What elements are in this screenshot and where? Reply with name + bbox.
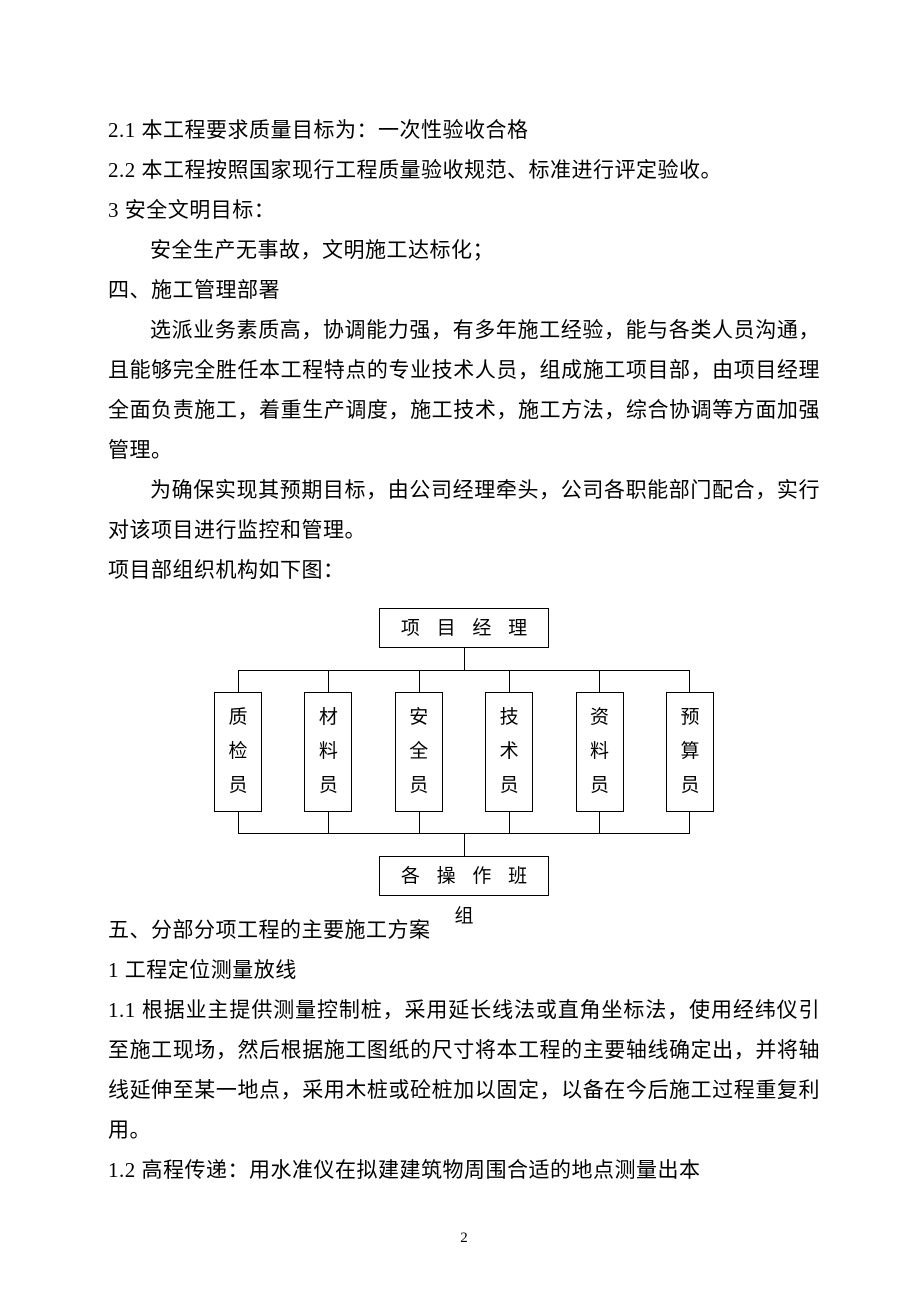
org-node-mid: 质 检 员	[214, 692, 262, 812]
para-1-1: 1.1 根据业主提供测量控制桩，采用延长线法或直角坐标法，使用经纬仪引至施工现场…	[108, 990, 820, 1150]
org-connector-h-bottom	[238, 833, 690, 834]
org-connector-rise	[689, 812, 690, 834]
org-connector-h-top	[238, 670, 690, 671]
org-connector-drop	[238, 670, 239, 692]
para-orgchart-intro: 项目部组织机构如下图：	[108, 550, 820, 590]
org-connector-rise	[328, 812, 329, 834]
org-node-mid: 安 全 员	[395, 692, 443, 812]
org-connector-rise	[509, 812, 510, 834]
org-connector-row-top	[214, 670, 714, 692]
org-connector-rise	[599, 812, 600, 834]
para-2-1: 2.1 本工程要求质量目标为：一次性验收合格	[108, 110, 820, 150]
para-1-2: 1.2 高程传递：用水准仪在拟建建筑物周围合适的地点测量出本	[108, 1150, 820, 1190]
org-node-char: 员	[500, 769, 519, 803]
org-node-bottom: 各 操 作 班 组	[379, 856, 549, 896]
org-chart: 项 目 经 理 质 检 员 材 料 员 安 全	[214, 608, 714, 896]
org-connector-drop	[328, 670, 329, 692]
org-node-char: 预	[680, 701, 699, 735]
org-connector-drop	[509, 670, 510, 692]
org-node-char: 员	[680, 769, 699, 803]
org-connector-rise	[238, 812, 239, 834]
org-node-char: 资	[590, 701, 609, 735]
org-node-char: 算	[680, 735, 699, 769]
para-2-2: 2.2 本工程按照国家现行工程质量验收规范、标准进行评定验收。	[108, 150, 820, 190]
org-node-char: 员	[409, 769, 428, 803]
org-node-top: 项 目 经 理	[379, 608, 549, 648]
para-deploy-2: 为确保实现其预期目标，由公司经理牵头，公司各职能部门配合，实行对该项目进行监控和…	[108, 470, 820, 550]
org-connector-drop	[689, 670, 690, 692]
org-connector-v-bottom	[464, 834, 465, 856]
org-node-char: 员	[319, 769, 338, 803]
org-node-mid: 技 术 员	[485, 692, 533, 812]
org-node-mid: 资 料 员	[576, 692, 624, 812]
org-node-char: 质	[228, 701, 247, 735]
document-page: 2.1 本工程要求质量目标为：一次性验收合格 2.2 本工程按照国家现行工程质量…	[0, 0, 920, 1287]
org-connector-drop	[599, 670, 600, 692]
org-mid-row: 质 检 员 材 料 员 安 全 员 技 术 员 资 料 员	[214, 692, 714, 812]
org-connector-rise	[419, 812, 420, 834]
org-node-char: 技	[500, 701, 519, 735]
para-safety: 安全生产无事故，文明施工达标化；	[108, 230, 820, 270]
org-node-mid: 预 算 员	[666, 692, 714, 812]
org-connector-v-top	[464, 648, 465, 670]
heading-4: 四、施工管理部署	[108, 270, 820, 310]
para-3: 3 安全文明目标：	[108, 190, 820, 230]
org-node-char: 材	[319, 701, 338, 735]
para-deploy-1: 选派业务素质高，协调能力强，有多年施工经验，能与各类人员沟通，且能够完全胜任本工…	[108, 310, 820, 470]
org-node-mid: 材 料 员	[304, 692, 352, 812]
org-connector-row-bottom	[214, 812, 714, 834]
org-node-char: 检	[228, 735, 247, 769]
org-node-char: 料	[590, 735, 609, 769]
org-node-char: 全	[409, 735, 428, 769]
org-node-char: 料	[319, 735, 338, 769]
org-connector-drop	[419, 670, 420, 692]
org-node-char: 员	[228, 769, 247, 803]
org-node-char: 术	[500, 735, 519, 769]
org-node-char: 安	[409, 701, 428, 735]
para-1: 1 工程定位测量放线	[108, 950, 820, 990]
page-number: 2	[108, 1230, 820, 1247]
org-node-char: 员	[590, 769, 609, 803]
